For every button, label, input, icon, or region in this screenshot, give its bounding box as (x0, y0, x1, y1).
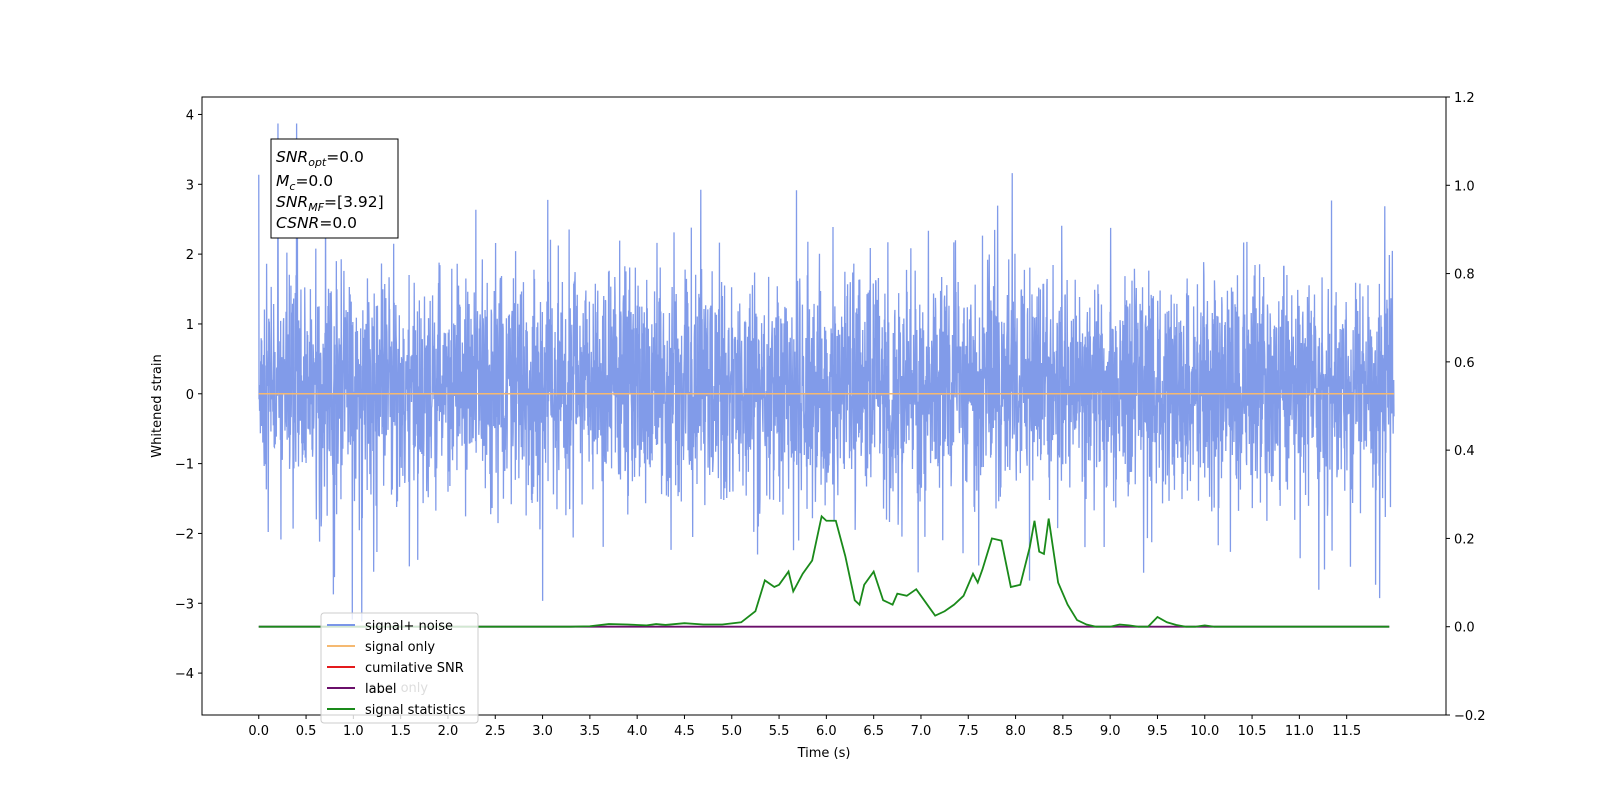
legend-label-signal-only: signal only (365, 640, 435, 655)
x-tick-label: 4.0 (627, 724, 648, 739)
legend-label-cumulative-snr: cumilative SNR (365, 661, 464, 676)
x-tick-label: 6.0 (816, 724, 837, 739)
legend-label-signal-statistics: signal statistics (365, 703, 466, 718)
legend: label only signal+ noise signal only cum… (320, 612, 479, 724)
x-tick-label: 4.5 (674, 724, 695, 739)
series-signal-noise (258, 123, 1395, 622)
x-tick-label: 9.5 (1147, 724, 1168, 739)
y2-tick-label: 0.6 (1454, 356, 1475, 371)
x-tick-label: 9.0 (1100, 724, 1121, 739)
y2-tick-label: −0.2 (1454, 709, 1486, 724)
stat-mc: Mc=0.0 (276, 172, 333, 193)
legend-label-signal-noise: signal+ noise (365, 619, 453, 634)
x-tick-label: 0.5 (296, 724, 317, 739)
x-axis-label: Time (s) (797, 746, 851, 761)
legend-ghost-label: label only (365, 681, 428, 696)
stats-annotation-box: SNRopt=0.0 Mc=0.0 SNRMF=[3.92] CSNR=0.0 (270, 138, 399, 239)
x-tick-label: 8.5 (1053, 724, 1074, 739)
y-axis-right: 1.2 1.0 0.8 0.6 0.4 0.2 0.0 −0.2 (1446, 91, 1486, 724)
x-tick-label: 11.5 (1332, 724, 1361, 739)
axes-frame (201, 96, 1447, 716)
y-axis-label: Whitened strain (150, 354, 165, 457)
x-tick-label: 5.0 (721, 724, 742, 739)
x-tick-label: 7.5 (958, 724, 979, 739)
x-axis: 0.0 0.5 1.0 1.5 2.0 2.5 3.0 3.5 4.0 4.5 5.0 5.5 6.0 6… (248, 715, 1361, 739)
y-tick-label: −3 (175, 597, 194, 612)
x-tick-label: 1.0 (343, 724, 364, 739)
x-tick-label: 6.5 (863, 724, 884, 739)
x-tick-label: 5.5 (769, 724, 790, 739)
y-tick-label: −1 (175, 458, 194, 473)
legend-label-label: label (365, 682, 396, 697)
y-tick-label: 3 (186, 178, 194, 193)
x-tick-label: 3.0 (532, 724, 553, 739)
x-tick-label: 10.5 (1238, 724, 1267, 739)
y-tick-label: −4 (175, 667, 194, 682)
y-tick-label: −2 (175, 527, 194, 542)
stats-box-frame (270, 138, 399, 239)
y-axis-left: 4 3 2 1 0 −1 −2 −3 −4 (175, 108, 202, 682)
y-tick-label: 0 (186, 388, 194, 403)
series-signal-statistics (258, 514, 1390, 628)
y2-tick-label: 0.4 (1454, 444, 1475, 459)
stat-csnr: CSNR=0.0 (276, 214, 357, 232)
stat-snr-opt: SNRopt=0.0 (276, 148, 364, 169)
stat-snr-mf: SNRMF=[3.92] (276, 193, 384, 214)
y2-tick-label: 0.2 (1454, 532, 1475, 547)
x-tick-label: 11.0 (1285, 724, 1314, 739)
x-tick-label: 3.5 (580, 724, 601, 739)
x-tick-label: 7.0 (911, 724, 932, 739)
x-tick-label: 8.0 (1005, 724, 1026, 739)
y-tick-label: 4 (186, 108, 194, 123)
y2-tick-label: 0.8 (1454, 268, 1475, 283)
x-tick-label: 0.0 (248, 724, 269, 739)
y-tick-label: 2 (186, 248, 194, 263)
y2-tick-label: 1.0 (1454, 179, 1475, 194)
x-tick-label: 10.0 (1190, 724, 1219, 739)
y-tick-label: 1 (186, 318, 194, 333)
legend-frame (320, 612, 479, 724)
x-tick-label: 1.5 (390, 724, 411, 739)
y2-tick-label: 0.0 (1454, 621, 1475, 636)
x-tick-label: 2.0 (438, 724, 459, 739)
y2-tick-label: 1.2 (1454, 91, 1475, 106)
x-tick-label: 2.5 (485, 724, 506, 739)
